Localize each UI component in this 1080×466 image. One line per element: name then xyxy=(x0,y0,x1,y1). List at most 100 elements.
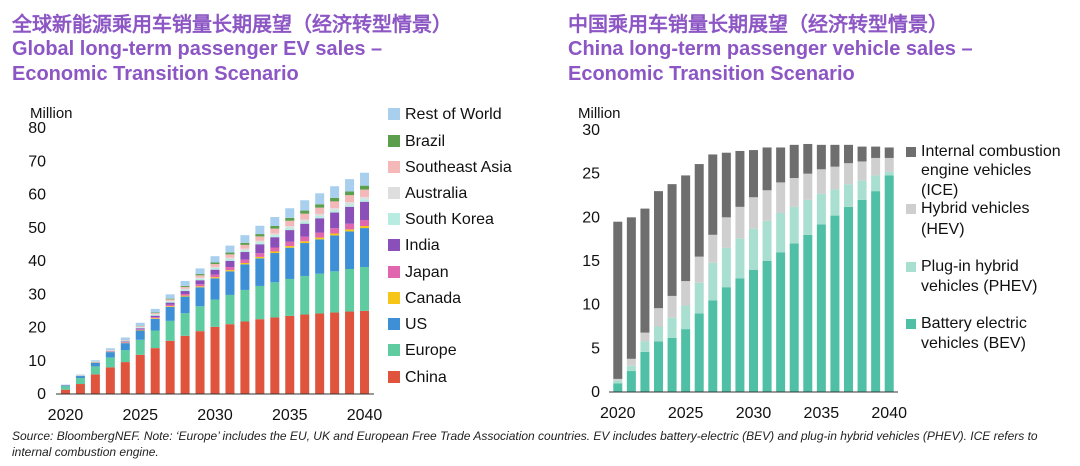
chart1-bar-segment xyxy=(694,256,704,283)
chart0-bar-segment xyxy=(270,253,280,283)
chart1-bar-segment xyxy=(640,351,650,392)
chart0-bar-segment xyxy=(165,340,175,394)
chart1-bar-segment xyxy=(844,184,853,207)
chart0-bar-segment xyxy=(210,278,220,300)
chart0-bar-segment xyxy=(300,210,310,214)
chart0-bar-segment xyxy=(345,231,355,269)
chart1-legend-label: Plug-in hybrid vehicles (PHEV) xyxy=(921,258,1037,295)
chart0-bar-segment xyxy=(315,207,325,214)
chart0-bar-segment xyxy=(180,313,190,336)
chart0-bar-segment xyxy=(330,210,340,213)
chart1-bar-segment xyxy=(844,144,853,164)
left-chart-title: 全球新能源乘用车销量长期展望（经济转型情景） Global long-term … xyxy=(12,12,532,87)
right-title-english-line1: China long-term passenger vehicle sales … xyxy=(568,38,973,60)
chart0-bar-segment xyxy=(345,202,355,205)
chart0-bar-segment xyxy=(195,277,205,279)
chart0-bar-segment xyxy=(255,319,265,394)
chart0-bar-segment xyxy=(135,339,145,355)
chart0-bar-segment xyxy=(180,294,190,296)
chart0-y-tick-label: 80 xyxy=(28,120,46,137)
chart1-y-tick-label: 20 xyxy=(582,209,600,226)
chart1-bar-segment xyxy=(708,154,718,235)
chart0-bar-segment xyxy=(300,219,310,222)
chart1-bar-segment xyxy=(762,220,772,261)
chart0-bar-segment xyxy=(300,223,310,237)
chart0-bar-segment xyxy=(255,256,265,259)
chart0-bar-segment xyxy=(360,220,370,227)
chart0-legend-label: India xyxy=(405,237,440,254)
chart0-x-tick-label: 2025 xyxy=(122,407,158,424)
chart0-bar-segment xyxy=(195,287,205,307)
chart1-bar-segment xyxy=(708,300,718,392)
chart0-x-tick-label: 2035 xyxy=(272,407,308,424)
chart0-legend-label: Southeast Asia xyxy=(405,159,512,176)
chart0-bar-segment xyxy=(75,384,85,394)
chart0-bar-segment xyxy=(60,389,70,394)
chart0-bar-segment xyxy=(225,254,235,258)
chart1-bar-segment xyxy=(613,378,623,381)
chart1-legend-label: Battery electric vehicles (BEV) xyxy=(921,315,1027,352)
chart0-bar-segment xyxy=(225,260,235,268)
chart1-bar-segment xyxy=(789,206,799,244)
chart0-legend-swatch xyxy=(388,344,400,356)
chart0-bar-segment xyxy=(345,206,355,224)
chart1-y-tick-label: 10 xyxy=(582,297,600,314)
chart1-bar-segment xyxy=(735,206,745,239)
chart1-bar-segment xyxy=(830,189,840,216)
chart1-bar-segment xyxy=(626,217,636,359)
chart1-bar-segment xyxy=(654,191,663,309)
chart0-bar-segment xyxy=(345,311,355,394)
chart0-bar-segment xyxy=(150,318,160,331)
chart0-bar-segment xyxy=(210,256,220,263)
chart1-x-tick-label: 2030 xyxy=(736,405,772,422)
chart1-x-tick-label: 2035 xyxy=(804,405,840,422)
chart1-bar-segment xyxy=(613,380,623,384)
chart1-bar-segment xyxy=(789,144,799,179)
chart0-bar-segment xyxy=(255,240,265,243)
chart0-bar-segment xyxy=(135,329,145,331)
chart0-bar-segment xyxy=(255,244,265,254)
chart0-bar-segment xyxy=(180,289,190,292)
chart0-bar-segment xyxy=(315,273,325,314)
chart0-legend-label: US xyxy=(405,316,427,333)
chart0-bar-segment xyxy=(180,296,190,314)
chart0-bar-segment xyxy=(270,237,280,248)
chart0-bar-segment xyxy=(210,268,220,270)
chart0-bar-segment xyxy=(210,326,220,394)
chart0-bar-segment xyxy=(345,191,355,196)
chart0-bar-segment xyxy=(255,236,265,241)
chart0-legend-label: Japan xyxy=(405,264,449,281)
chart0-bar-segment xyxy=(210,264,220,267)
chart1-y-tick-label: 0 xyxy=(591,384,600,401)
chart0-legend-swatch xyxy=(388,108,400,120)
chart0-bar-segment xyxy=(330,233,340,236)
chart0-bar-segment xyxy=(270,317,280,394)
chart1-bar-segment xyxy=(830,166,840,190)
chart0-bar-segment xyxy=(195,278,205,281)
chart0-y-tick-label: 70 xyxy=(28,153,46,170)
chart0-bar-segment xyxy=(60,386,70,390)
chart1-bar-segment xyxy=(884,147,894,158)
chart1-legend-swatch xyxy=(906,319,916,329)
chart1-bar-segment xyxy=(776,147,786,183)
chart0-bar-segment xyxy=(165,302,175,305)
chart1-bar-segment xyxy=(857,180,867,200)
left-title-english-line2: Economic Transition Scenario xyxy=(12,63,299,85)
chart1-y-axis-label: Million xyxy=(578,105,621,122)
chart1-bar-segment xyxy=(857,199,867,392)
chart1-bar-segment xyxy=(803,143,813,174)
chart1-bar-segment xyxy=(762,147,772,191)
chart0-bar-segment xyxy=(345,179,355,192)
chart1-legend-swatch xyxy=(906,262,916,272)
chart0-bar-segment xyxy=(315,218,325,233)
chart0-bar-segment xyxy=(345,229,355,232)
chart0-bar-segment xyxy=(315,216,325,219)
chart1-bar-segment xyxy=(844,163,853,185)
chart0-bar-segment xyxy=(135,330,145,340)
chart0-bar-segment xyxy=(105,352,115,358)
chart0-bar-segment xyxy=(285,227,295,231)
chart0-bar-segment xyxy=(165,298,175,300)
chart0-bar-segment xyxy=(270,225,280,229)
chart1-bar-segment xyxy=(816,144,826,170)
chart0-bar-segment xyxy=(285,217,295,221)
